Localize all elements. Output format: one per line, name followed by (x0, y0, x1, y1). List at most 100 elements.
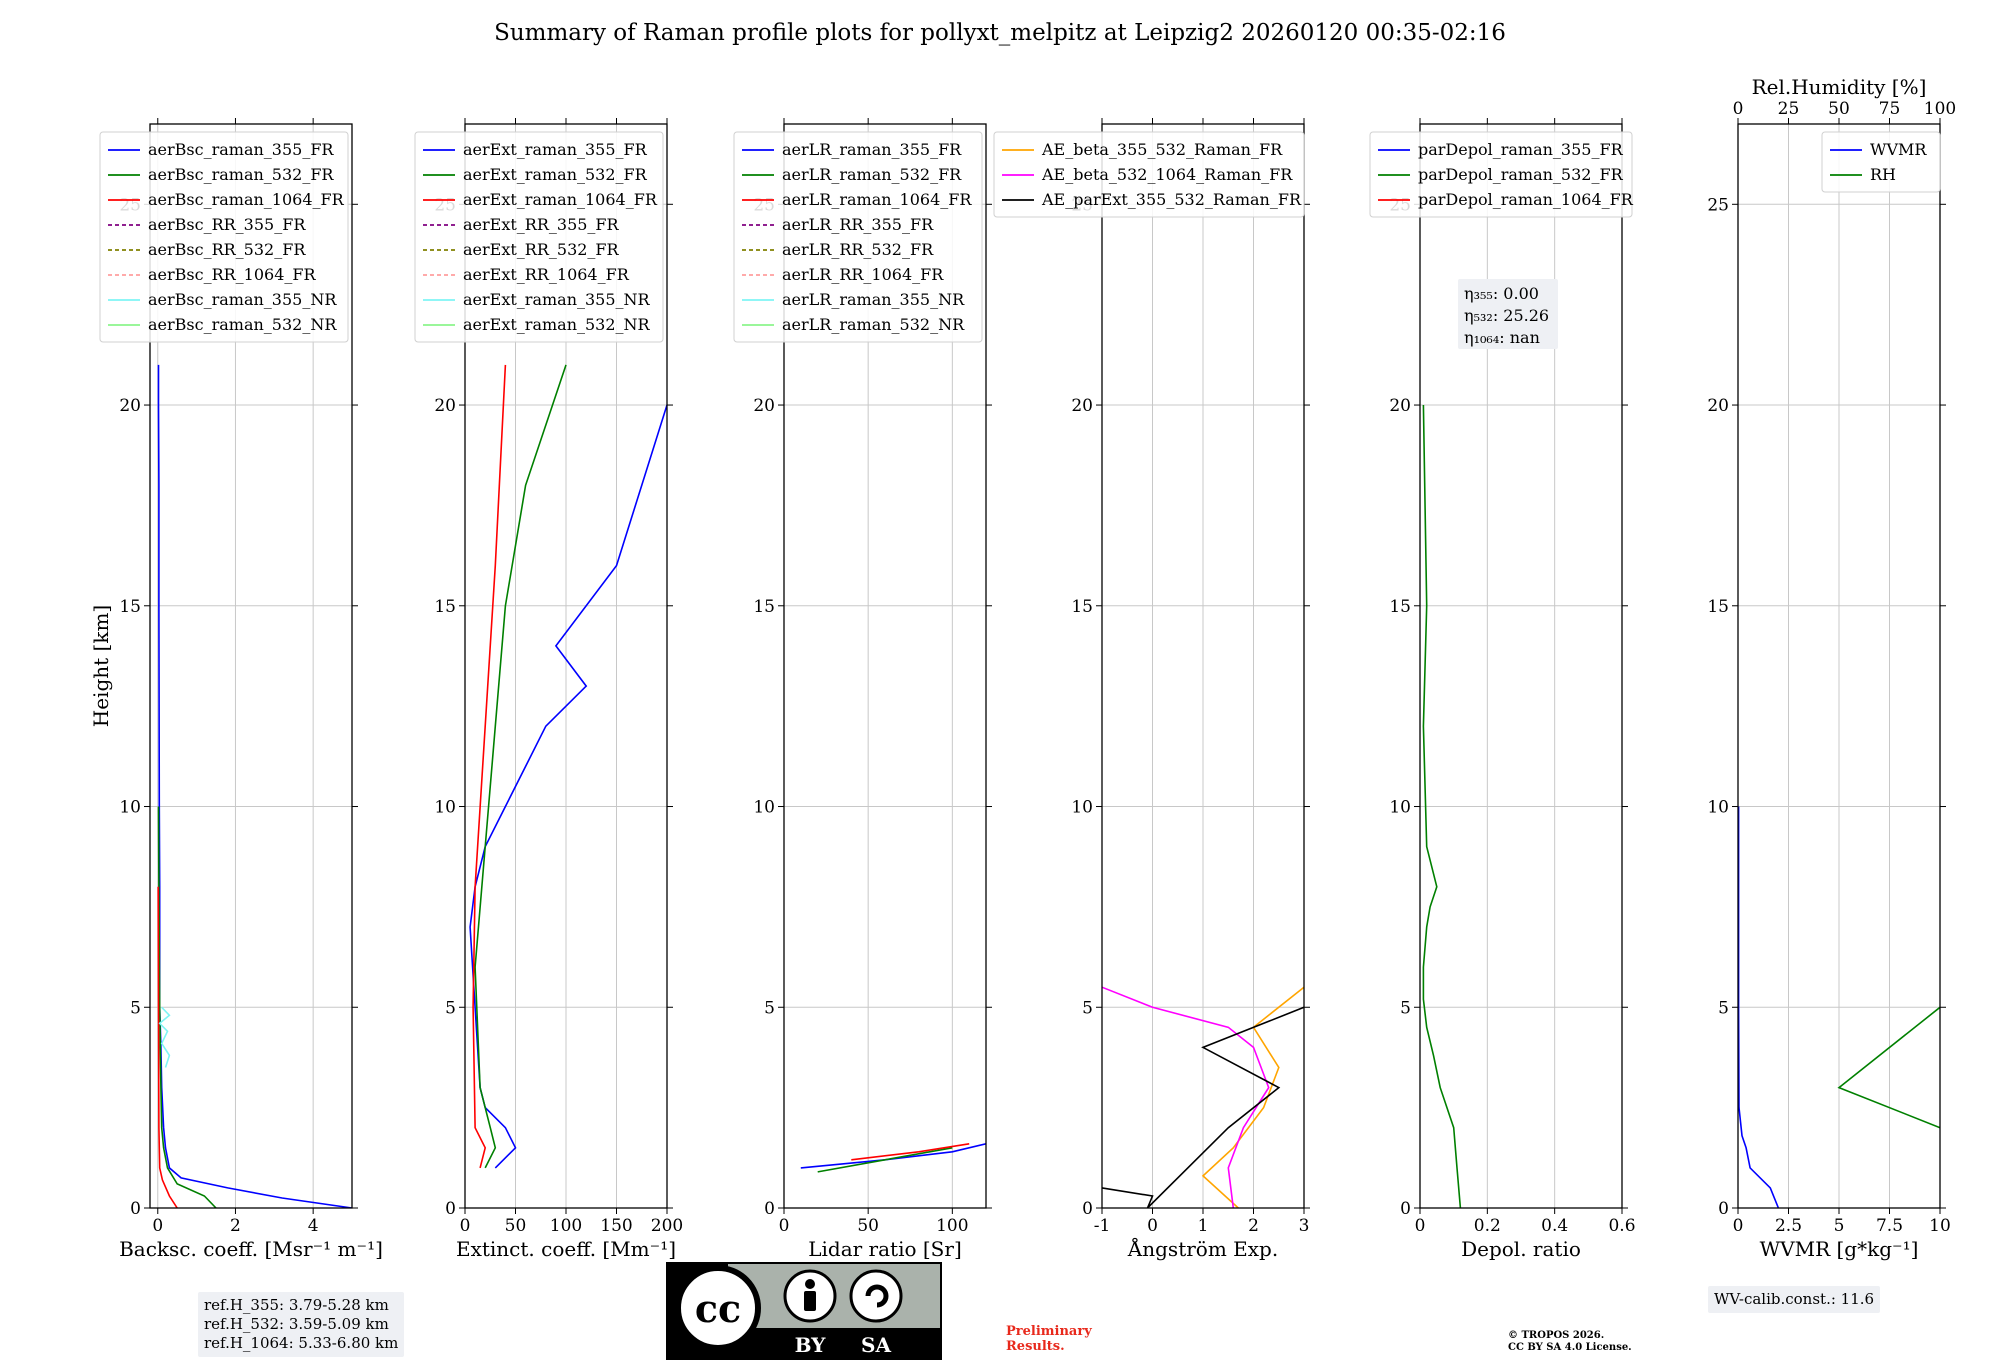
legend: parDepol_raman_355_FR parDepol_raman_532_… (1369, 131, 1634, 218)
series-line-aerBsc_raman_355_FR (157, 364, 352, 1208)
legend-entry: aerBsc_RR_355_FR (148, 215, 306, 234)
y-tick-label: 0 (1082, 1199, 1093, 1219)
legend: AE_beta_355_532_Raman_FR AE_beta_532_1064… (993, 131, 1305, 218)
x-tick-label: 7.5 (1876, 1216, 1903, 1236)
y-tick-label: 20 (753, 396, 775, 416)
y-tick-label: 0 (764, 1199, 775, 1219)
x-axis-label: Ångström Exp. (1127, 1236, 1278, 1261)
top-x-tick-label: 25 (1778, 99, 1800, 119)
panel-extinction: 0501001502000510152025Extinct. coeff. [M… (414, 118, 683, 1261)
x-tick-label: 0 (779, 1216, 790, 1236)
y-tick-label: 10 (1071, 798, 1093, 818)
x-tick-label: 0 (1733, 1216, 1744, 1236)
badge-sa-text: SA (861, 1333, 891, 1357)
y-tick-label: 20 (1071, 396, 1093, 416)
y-tick-label: 15 (753, 597, 775, 617)
top-x-tick-label: 75 (1879, 99, 1901, 119)
legend-frame (1821, 131, 1941, 193)
x-tick-label: 0.2 (1474, 1216, 1501, 1236)
legend-frame (993, 131, 1305, 218)
series-line-WVMR (1738, 806, 1780, 1208)
series-line-RH (1837, 1006, 1940, 1129)
y-tick-label: 5 (445, 998, 456, 1018)
badge-by-text: BY (795, 1333, 827, 1357)
y-tick-label: 0 (130, 1199, 141, 1219)
series-line-aerExt_raman_532_FR (474, 364, 567, 1169)
legend-entry: AE_beta_355_532_Raman_FR (1041, 140, 1283, 159)
cc-logo-text: cc (695, 1286, 741, 1331)
legend-entry: aerExt_RR_355_FR (463, 215, 620, 234)
x-axis-label: WVMR [g*kg⁻¹] (1760, 1237, 1919, 1261)
series-line-parDepol_raman_532_FR (1422, 404, 1462, 1208)
series-line-aerLR_raman_1064_FR (851, 1143, 970, 1161)
wv-calib-text: WV-calib.const.: 11.6 (1714, 1290, 1875, 1308)
legend: aerLR_raman_355_FR aerLR_raman_532_FR aerL… (733, 131, 983, 343)
legend-entry: parDepol_raman_532_FR (1418, 165, 1624, 184)
share-alike-icon (849, 1269, 903, 1323)
y-tick-label: 5 (1082, 998, 1093, 1018)
legend-entry: aerBsc_RR_1064_FR (148, 265, 317, 284)
x-tick-label: 0 (1147, 1216, 1158, 1236)
eta-annotation-line: η₁₀₆₄: nan (1464, 328, 1540, 347)
x-tick-label: 0 (1415, 1216, 1426, 1236)
legend: aerBsc_raman_355_FR aerBsc_raman_532_FRae… (99, 131, 349, 343)
share-alike-arrow (865, 1284, 889, 1308)
y-tick-label: 25 (1707, 195, 1729, 215)
legend-frame (414, 131, 664, 343)
panel-angstrom: -101230510152025Ångström Exp.AE_beta_355… (993, 118, 1310, 1261)
x-tick-label: 2 (1248, 1216, 1259, 1236)
wv-calib-box: WV-calib.const.: 11.6 (1708, 1286, 1881, 1313)
legend-entry: aerLR_raman_355_NR (782, 290, 965, 309)
legend-entry: aerBsc_raman_355_NR (148, 290, 337, 309)
series-line-aerExt_raman_1064_FR (472, 364, 507, 1169)
legend: aerExt_raman_355_FR aerExt_raman_532_FRae… (414, 131, 664, 343)
legend-entry: aerBsc_raman_1064_FR (148, 190, 345, 209)
top-x-tick-label: 0 (1733, 99, 1744, 119)
legend-entry: aerExt_raman_532_FR (463, 165, 648, 184)
license-badge: cc BY SA (666, 1262, 942, 1360)
legend-entry: AE_parExt_355_532_Raman_FR (1041, 190, 1302, 209)
x-tick-label: -1 (1094, 1216, 1111, 1236)
legend-frame (1369, 131, 1633, 218)
x-axis-label: Lidar ratio [Sr] (808, 1237, 962, 1261)
ref-height-1064: ref.H_1064: 5.33-6.80 km (204, 1334, 399, 1352)
y-tick-label: 20 (119, 396, 141, 416)
x-tick-label: 5 (1834, 1216, 1845, 1236)
y-tick-label: 5 (764, 998, 775, 1018)
ref-height-532: ref.H_532: 3.59-5.09 km (204, 1315, 389, 1333)
series-line-aerLR_raman_532_FR (817, 1147, 953, 1173)
panel-depol: 00.20.40.60510152025Depol. ratioparDepol… (1369, 118, 1636, 1261)
legend-entry: aerLR_raman_355_FR (782, 140, 962, 159)
copyright-line-2: CC BY SA 4.0 License. (1508, 1342, 1632, 1353)
x-tick-label: 100 (550, 1216, 582, 1236)
eta-annotation-box (1458, 279, 1558, 349)
plot-frame (783, 123, 987, 1209)
x-tick-label: 0 (460, 1216, 471, 1236)
cc-logo-icon (675, 1265, 761, 1351)
top-x-tick-label: 50 (1828, 99, 1850, 119)
x-tick-label: 150 (600, 1216, 632, 1236)
x-tick-label: 200 (651, 1216, 683, 1236)
y-axis-label: Height [km] (89, 605, 113, 727)
top-x-axis-label: Rel.Humidity [%] (1752, 75, 1927, 99)
y-tick-label: 10 (1389, 798, 1411, 818)
legend-frame (733, 131, 983, 343)
x-tick-label: 0 (152, 1216, 163, 1236)
series-line-aerBsc_raman_1064_FR (157, 886, 178, 1208)
x-tick-label: 0.6 (1608, 1216, 1635, 1236)
y-tick-label: 0 (1400, 1199, 1411, 1219)
series-line-AE_parExt_355_532_Raman_FR (1102, 1006, 1304, 1208)
legend-entry: aerBsc_raman_532_FR (148, 165, 334, 184)
ref-heights-box: ref.H_355: 3.79-5.28 km ref.H_532: 3.59-… (198, 1292, 405, 1357)
y-tick-label: 10 (119, 798, 141, 818)
x-axis-label: Backsc. coeff. [Msr⁻¹ m⁻¹] (119, 1237, 383, 1261)
legend-entry: aerLR_raman_1064_FR (782, 190, 972, 209)
y-tick-label: 5 (1718, 998, 1729, 1018)
legend-entry: aerLR_RR_355_FR (782, 215, 934, 234)
legend-entry: aerBsc_raman_532_NR (148, 315, 337, 334)
x-axis-label: Depol. ratio (1461, 1237, 1581, 1261)
x-tick-label: 1 (1198, 1216, 1209, 1236)
x-tick-label: 50 (505, 1216, 527, 1236)
